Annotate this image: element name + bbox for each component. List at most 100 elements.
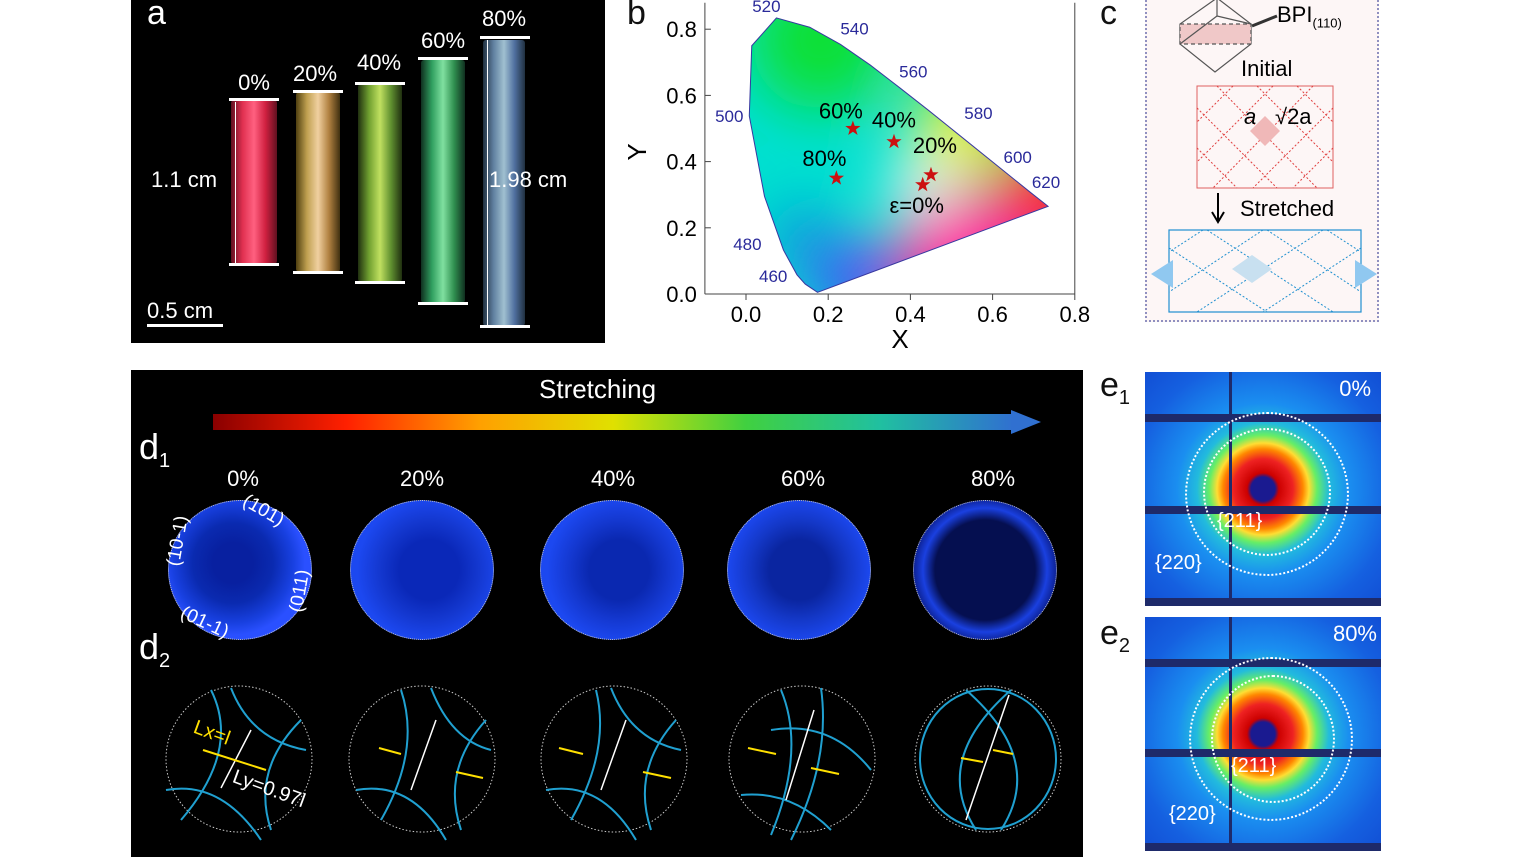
e2-label: e2 <box>1100 614 1131 657</box>
strain-label: 20% <box>292 61 338 86</box>
strain-label: 40% <box>356 50 402 75</box>
data-point-label: 60% <box>819 99 863 124</box>
film-edge <box>480 36 530 39</box>
x-tick-label: 0.6 <box>977 302 1008 327</box>
film-edge <box>293 271 343 274</box>
ring-211-label: {211} <box>1231 755 1277 777</box>
length-arrow <box>487 40 488 325</box>
arrow-icon <box>1251 14 1278 28</box>
ring-211 <box>1203 428 1331 556</box>
d1-label: d1 <box>139 426 171 473</box>
panel-c-schematic: BPI(110) Initial a √2a Stretched <box>1145 0 1379 322</box>
ring-220-label: {220} <box>1155 552 1202 574</box>
film-edge <box>418 57 468 60</box>
kossel-pattern-60 <box>727 500 871 640</box>
data-point-star <box>845 120 861 135</box>
spectral-locus <box>748 17 1050 293</box>
data-point-star <box>828 170 844 185</box>
strain-label: 80% <box>970 466 1016 491</box>
panel-a-label: a <box>147 0 166 32</box>
x-tick-label: 0.0 <box>731 302 762 327</box>
x-tick-label: 0.4 <box>895 302 926 327</box>
film-edge <box>293 90 343 93</box>
initial-label: Initial <box>1241 56 1293 81</box>
data-point-star <box>915 176 931 192</box>
data-point-label: ε=0% <box>890 193 944 218</box>
panel-c-label: c <box>1100 0 1117 32</box>
strain-label: 60% <box>780 466 826 491</box>
x-axis-label: X <box>891 324 908 354</box>
y-tick-label: 0.2 <box>666 216 697 241</box>
e1-label: e1 <box>1100 366 1131 409</box>
cie-chart: 0.0 0.2 0.4 0.6 0.8 0.0 0.2 0.4 0.6 0.8 460 480 500… <box>622 0 1091 354</box>
film-edge <box>355 82 405 85</box>
kossel-pattern-40 <box>540 500 684 640</box>
stretching-arrow-icon <box>1011 410 1041 434</box>
saxs-pattern-0: 0% {211} {220} <box>1145 372 1381 606</box>
ring-220-label: {220} <box>1169 803 1216 825</box>
ring-211-label: {211} <box>1217 510 1263 532</box>
scale-bar-label: 0.5 cm <box>147 298 214 323</box>
x-tick-label: 0.2 <box>813 302 844 327</box>
kossel-line-diagrams <box>165 685 1062 841</box>
strain-label: 0% <box>227 466 259 491</box>
e2-strain: 80% <box>1332 621 1377 646</box>
strain-label: 60% <box>420 28 466 53</box>
strain-label: 20% <box>399 466 445 491</box>
film-edge <box>229 263 279 266</box>
strain-label: 80% <box>481 6 527 31</box>
x-tick-label: 0.8 <box>1060 302 1091 327</box>
length-final: 1.98 cm <box>489 167 568 192</box>
stretching-gradient-bar <box>213 414 1013 430</box>
wavelength-label: 460 <box>759 267 787 286</box>
wavelength-label: 560 <box>899 62 927 81</box>
wavelength-label: 540 <box>840 19 868 38</box>
saxs-pattern-80: 80% {211} {220} <box>1145 617 1381 851</box>
scale-bar <box>147 324 223 327</box>
film-edge <box>229 98 279 101</box>
wavelength-label: 580 <box>964 104 992 123</box>
data-point-label: 40% <box>872 108 916 133</box>
wavelength-label: 600 <box>1004 148 1032 167</box>
data-point-star <box>886 133 902 149</box>
y-tick-label: 0.0 <box>666 282 697 307</box>
film-edge <box>480 325 530 328</box>
data-point-label: 80% <box>802 146 846 171</box>
panel-d: Stretching d1 d2 0% 20% 40% 60% 80% (101… <box>131 370 1083 857</box>
strain-label: 40% <box>590 466 636 491</box>
y-tick-label: 0.8 <box>666 17 697 42</box>
wavelength-label: 500 <box>715 107 743 126</box>
length-initial: 1.1 cm <box>151 167 218 192</box>
a-label: a <box>1244 104 1257 129</box>
initial-lattice <box>1196 85 1334 189</box>
film-60 <box>421 60 465 303</box>
bpi-label: BPI(110) <box>1277 2 1342 31</box>
ring-211 <box>1211 675 1335 803</box>
down-arrow-icon <box>1211 193 1225 224</box>
y-axis-label: Y <box>622 143 652 160</box>
panel-b-label: b <box>627 0 646 32</box>
strain-label: 0% <box>238 70 270 95</box>
lattice-diagram <box>1151 0 1377 313</box>
left-stretch-arrow-icon <box>1151 260 1173 288</box>
film-80 <box>483 40 525 326</box>
data-point-label: 20% <box>913 133 957 158</box>
wavelength-label: 520 <box>752 0 780 16</box>
length-arrow <box>235 102 236 264</box>
wavelength-label: 480 <box>733 235 761 254</box>
ring-220 <box>1185 412 1349 576</box>
crystal-icon <box>1179 0 1252 73</box>
e1-strain: 0% <box>1339 376 1371 401</box>
film-0 <box>231 100 277 264</box>
data-point-star <box>923 166 939 182</box>
film-20 <box>296 92 340 272</box>
stretched-label: Stretched <box>1240 196 1335 221</box>
kossel-pattern-20 <box>350 500 494 640</box>
right-stretch-arrow-icon <box>1355 260 1377 288</box>
stretching-title: Stretching <box>539 374 657 404</box>
y-tick-label: 0.6 <box>666 83 697 108</box>
d2-label: d2 <box>139 626 171 673</box>
panel-a-photo: a 0% 20% 40% 60% 80% 1.1 cm 1.98 cm 0.5 … <box>131 0 605 343</box>
y-tick-label: 0.4 <box>666 150 697 175</box>
kossel-pattern-80 <box>913 500 1057 640</box>
